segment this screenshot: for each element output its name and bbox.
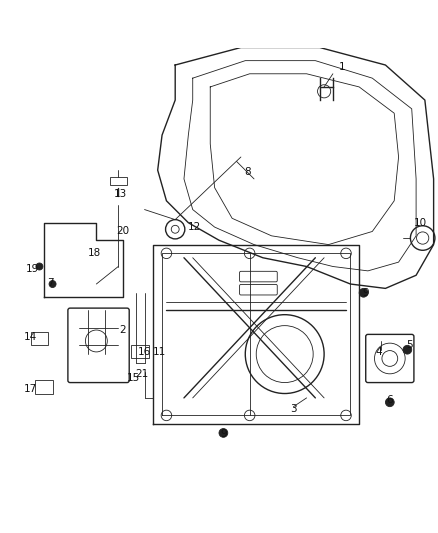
Text: 2: 2 bbox=[119, 325, 126, 335]
Bar bbox=[31, 332, 48, 345]
Text: 6: 6 bbox=[386, 395, 393, 405]
Circle shape bbox=[359, 288, 368, 297]
Text: 17: 17 bbox=[24, 384, 37, 394]
Text: 5: 5 bbox=[406, 341, 413, 350]
Text: 9: 9 bbox=[220, 429, 227, 439]
Text: 12: 12 bbox=[188, 222, 201, 232]
Text: 18: 18 bbox=[88, 248, 101, 259]
Text: 11: 11 bbox=[153, 347, 166, 357]
Text: 7: 7 bbox=[47, 278, 54, 288]
Circle shape bbox=[385, 398, 394, 407]
Circle shape bbox=[49, 280, 56, 287]
Text: 1: 1 bbox=[338, 62, 345, 72]
Text: 19: 19 bbox=[26, 264, 39, 273]
Bar bbox=[131, 345, 149, 359]
Circle shape bbox=[36, 263, 43, 270]
Text: 20: 20 bbox=[116, 227, 129, 237]
Circle shape bbox=[403, 345, 412, 354]
Text: 16: 16 bbox=[138, 347, 151, 357]
Text: 4: 4 bbox=[375, 347, 382, 357]
Text: 15: 15 bbox=[127, 373, 140, 383]
Text: 21: 21 bbox=[136, 369, 149, 379]
Text: 13: 13 bbox=[114, 189, 127, 199]
Text: 3: 3 bbox=[290, 404, 297, 414]
Bar bbox=[35, 381, 53, 393]
Text: 10: 10 bbox=[414, 217, 427, 228]
Text: 9: 9 bbox=[363, 288, 370, 298]
Text: 14: 14 bbox=[24, 332, 37, 342]
Circle shape bbox=[219, 429, 228, 437]
Text: 8: 8 bbox=[244, 167, 251, 177]
Bar bbox=[110, 177, 127, 185]
